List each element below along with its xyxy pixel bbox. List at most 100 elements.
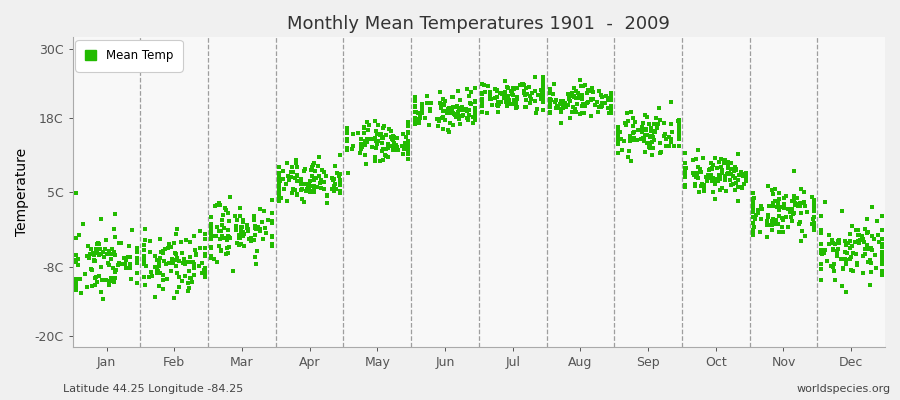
Point bbox=[855, 232, 869, 239]
Point bbox=[185, 259, 200, 266]
Point bbox=[255, 219, 269, 226]
Point bbox=[285, 169, 300, 176]
Point bbox=[165, 256, 179, 262]
Point bbox=[69, 286, 84, 292]
Point bbox=[339, 145, 354, 152]
Point bbox=[694, 169, 708, 175]
Point bbox=[368, 118, 382, 124]
Point bbox=[500, 92, 515, 99]
Point bbox=[875, 256, 889, 263]
Point bbox=[324, 186, 338, 192]
Point bbox=[266, 241, 280, 248]
Point bbox=[536, 96, 551, 102]
Point bbox=[806, 227, 821, 234]
Point bbox=[814, 230, 828, 236]
Point bbox=[204, 214, 219, 220]
Point bbox=[523, 100, 537, 106]
Point bbox=[844, 243, 859, 249]
Point bbox=[814, 265, 829, 272]
Point bbox=[554, 98, 569, 104]
Point bbox=[562, 92, 576, 99]
Point bbox=[475, 91, 490, 98]
Point bbox=[69, 282, 84, 289]
Point bbox=[773, 204, 788, 210]
Point bbox=[442, 128, 456, 135]
Point bbox=[247, 217, 261, 223]
Point bbox=[517, 90, 531, 96]
Point bbox=[387, 140, 401, 146]
Point bbox=[302, 184, 316, 191]
Point bbox=[233, 205, 248, 212]
Point bbox=[86, 250, 101, 256]
Point bbox=[686, 157, 700, 163]
Point bbox=[513, 82, 527, 88]
Point bbox=[197, 274, 211, 280]
Point bbox=[339, 147, 354, 154]
Point bbox=[852, 240, 867, 246]
Y-axis label: Temperature: Temperature bbox=[15, 148, 29, 236]
Point bbox=[805, 194, 819, 201]
Point bbox=[640, 140, 654, 146]
Point bbox=[483, 95, 498, 102]
Point bbox=[220, 245, 234, 252]
Point bbox=[642, 140, 656, 146]
Point bbox=[276, 168, 291, 174]
Point bbox=[590, 99, 604, 105]
Point bbox=[362, 122, 376, 128]
Point bbox=[243, 235, 257, 241]
Point bbox=[711, 178, 725, 184]
Point bbox=[588, 102, 602, 109]
Point bbox=[528, 74, 543, 80]
Point bbox=[833, 255, 848, 262]
Point bbox=[273, 178, 287, 184]
Point bbox=[604, 105, 618, 111]
Point bbox=[374, 140, 389, 146]
Point bbox=[197, 265, 211, 271]
Point bbox=[400, 140, 415, 147]
Point bbox=[610, 124, 625, 130]
Point bbox=[695, 180, 709, 187]
Point bbox=[166, 260, 180, 267]
Point bbox=[602, 109, 616, 116]
Point bbox=[382, 126, 397, 132]
Point bbox=[232, 232, 247, 239]
Point bbox=[678, 174, 692, 180]
Point bbox=[386, 147, 400, 154]
Point bbox=[507, 96, 521, 103]
Point bbox=[214, 247, 229, 253]
Point bbox=[274, 195, 288, 201]
Point bbox=[475, 80, 490, 87]
Point bbox=[664, 138, 679, 145]
Point bbox=[760, 183, 775, 189]
Point bbox=[502, 96, 517, 103]
Point bbox=[333, 182, 347, 188]
Point bbox=[518, 104, 533, 110]
Point bbox=[130, 270, 144, 276]
Point bbox=[339, 138, 354, 144]
Point bbox=[97, 246, 112, 252]
Point bbox=[843, 256, 858, 262]
Point bbox=[468, 117, 482, 124]
Point bbox=[566, 104, 580, 110]
Point bbox=[446, 94, 460, 100]
Point bbox=[359, 136, 374, 142]
Point bbox=[545, 91, 560, 98]
Point bbox=[430, 116, 445, 122]
Point bbox=[248, 223, 262, 230]
Point bbox=[368, 154, 382, 160]
Point bbox=[604, 97, 618, 104]
Point bbox=[303, 178, 318, 184]
Point bbox=[151, 257, 166, 263]
Point bbox=[107, 226, 122, 232]
Point bbox=[162, 241, 176, 247]
Point bbox=[256, 208, 271, 214]
Point bbox=[788, 197, 802, 204]
Point bbox=[257, 225, 272, 231]
Point bbox=[764, 226, 778, 233]
Point bbox=[746, 232, 760, 238]
Point bbox=[525, 90, 539, 96]
Point bbox=[197, 269, 211, 275]
Point bbox=[450, 103, 464, 109]
Point bbox=[790, 200, 805, 207]
Point bbox=[420, 100, 435, 106]
